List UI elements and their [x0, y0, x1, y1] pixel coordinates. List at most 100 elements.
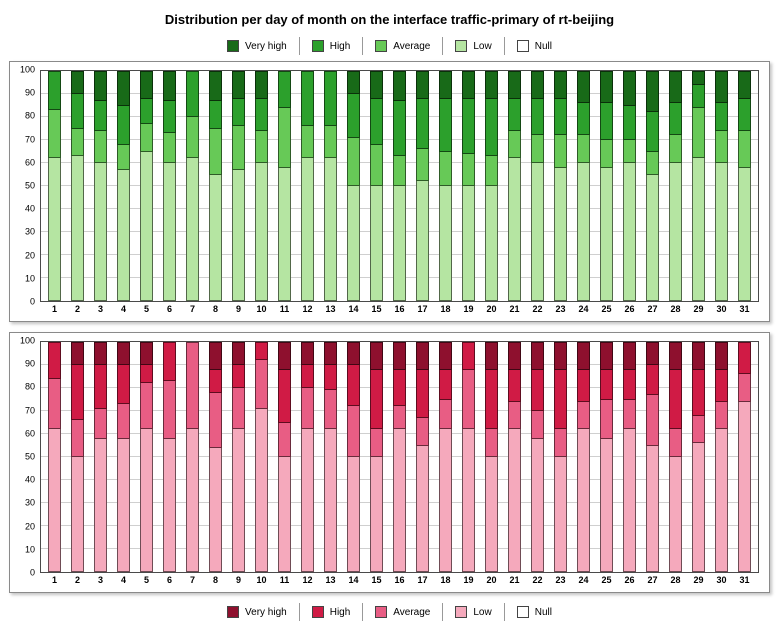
segment-very-high	[209, 71, 222, 101]
segment-high	[738, 342, 751, 375]
segment-average	[209, 392, 222, 448]
segment-average	[669, 429, 682, 457]
bar-day-24	[577, 342, 590, 572]
x-tick-label: 6	[166, 575, 172, 585]
segment-high	[738, 98, 751, 131]
segment-low	[117, 438, 130, 572]
segment-low	[347, 457, 360, 572]
x-tick-label: 4	[120, 304, 126, 314]
x-tick-label: 31	[739, 304, 750, 314]
segment-high	[209, 369, 222, 393]
segment-very-high	[347, 71, 360, 95]
legend-label: Null	[534, 40, 552, 52]
segment-low	[140, 429, 153, 572]
segment-high	[393, 100, 406, 157]
bar-slot	[457, 71, 480, 301]
segment-high	[462, 98, 475, 154]
legend-swatch-very-high	[227, 40, 240, 52]
bar-slot	[135, 71, 158, 301]
segment-high	[48, 71, 61, 111]
bar-day-27	[646, 71, 659, 301]
x-tick-label: 10	[256, 575, 267, 585]
x-tick-label: 18	[440, 304, 451, 314]
bar-day-4	[117, 342, 130, 572]
segment-high	[301, 71, 314, 127]
bar-slot	[342, 71, 365, 301]
bar-day-11	[278, 342, 291, 572]
segment-low	[163, 163, 176, 301]
segment-average	[462, 153, 475, 186]
legend-label: High	[329, 40, 351, 52]
segment-average	[439, 151, 452, 186]
bar-day-13	[324, 342, 337, 572]
bar-slot	[66, 71, 89, 301]
segment-very-high	[577, 342, 590, 370]
segment-low	[531, 438, 544, 572]
segment-low	[669, 163, 682, 301]
y-tick-label: 60	[24, 157, 35, 168]
x-tick-label: 29	[693, 304, 704, 314]
segment-high	[462, 342, 475, 370]
segment-high	[255, 342, 268, 361]
segment-very-high	[209, 342, 222, 370]
segment-high	[531, 98, 544, 136]
segment-average	[692, 415, 705, 444]
segment-high	[140, 98, 153, 124]
segment-low	[71, 156, 84, 301]
x-tick-label: 17	[417, 304, 428, 314]
legend-swatch-low	[455, 606, 468, 618]
bar-day-5	[140, 342, 153, 572]
segment-low	[232, 429, 245, 572]
x-tick-label: 29	[693, 575, 704, 585]
y-tick-label: 0	[29, 296, 35, 307]
bar-slot	[158, 71, 181, 301]
segment-low	[623, 163, 636, 301]
bar-day-28	[669, 342, 682, 572]
segment-average	[715, 401, 728, 430]
segment-high	[163, 342, 176, 382]
legend-item-null: Null	[503, 603, 564, 621]
bar-slot	[296, 342, 319, 572]
segment-very-high	[738, 71, 751, 99]
segment-average	[370, 144, 383, 186]
segment-average	[393, 406, 406, 430]
x-axis: 1 2 3 4 5 6 7 8 9 10 11 12 13 14 15 16 17 18 19 20 21 22 23 24 2…	[40, 573, 759, 589]
segment-average	[186, 342, 199, 430]
legend-label: Null	[534, 606, 552, 618]
segment-high	[485, 369, 498, 430]
segment-low	[715, 429, 728, 572]
bar-slot	[388, 71, 411, 301]
plot-area	[40, 341, 759, 573]
segment-average	[715, 130, 728, 163]
legend-swatch-low	[455, 40, 468, 52]
x-tick-label: 26	[624, 304, 635, 314]
segment-very-high	[324, 342, 337, 366]
segment-very-high	[485, 342, 498, 370]
segment-very-high	[163, 71, 176, 101]
segment-high	[646, 112, 659, 152]
segment-average	[278, 107, 291, 168]
y-tick-label: 80	[24, 110, 35, 121]
segment-high	[600, 369, 613, 400]
segment-low	[370, 457, 383, 572]
segment-low	[416, 181, 429, 301]
segment-low	[577, 429, 590, 572]
segment-low	[301, 158, 314, 301]
bar-day-8	[209, 342, 222, 572]
legend-swatch-average	[375, 606, 388, 618]
segment-average	[393, 156, 406, 186]
x-tick-label: 27	[647, 575, 658, 585]
bar-slot	[411, 342, 434, 572]
segment-very-high	[140, 71, 153, 99]
chart-red: 0 10 20 30 40 50 60 70 80 90 100 1 2 3 4 5 6 7 8 9 10 11 12 13…	[9, 332, 770, 593]
bar-slot	[641, 71, 664, 301]
segment-low	[508, 429, 521, 572]
legend-label: Average	[393, 606, 431, 618]
x-tick-label: 18	[440, 575, 451, 585]
x-tick-label: 26	[624, 575, 635, 585]
segment-low	[94, 163, 107, 301]
segment-low	[324, 429, 337, 572]
segment-very-high	[140, 342, 153, 366]
bar-slot	[664, 342, 687, 572]
legend-item-low: Low	[442, 603, 503, 621]
